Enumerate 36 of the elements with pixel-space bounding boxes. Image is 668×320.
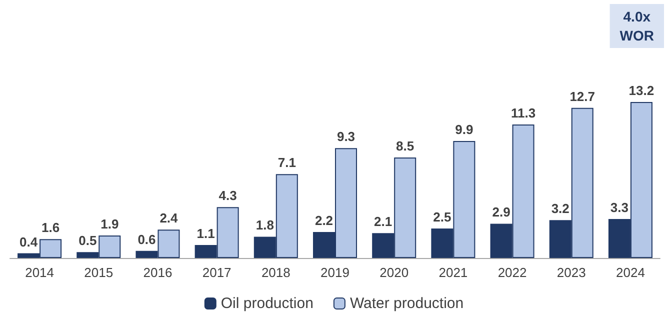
data-label: 0.6 [138,232,156,247]
data-label: 1.6 [42,220,60,236]
data-label: 1.8 [256,218,274,233]
x-tick-label: 2017 [202,265,232,280]
text: 4.0x WOR [620,8,654,44]
data-label: 2.5 [433,209,452,224]
data-label: 9.9 [455,122,474,137]
x-tick-label: 2018 [261,265,290,280]
x-tick-label: 2022 [498,265,527,280]
data-label: 0.4 [20,234,38,250]
x-tick-label: 2014 [25,265,54,280]
data-label: 1.9 [100,216,119,232]
data-label: 2.1 [374,214,392,230]
data-label: 12.7 [570,88,596,104]
data-label: 0.5 [78,233,97,248]
data-label: 2.9 [492,204,510,220]
data-label: 4.3 [218,188,237,204]
data-label: 3.2 [551,201,570,216]
x-tick-label: 2015 [84,265,114,280]
data-label: 1.1 [196,226,215,241]
x-tick-label: 2016 [143,265,172,280]
x-tick-label: 2020 [380,265,409,280]
x-tick-label: 2019 [320,265,350,280]
data-label: 8.5 [396,138,414,154]
x-tick-label: 2021 [438,265,468,280]
data-label: 13.2 [628,83,654,98]
x-tick-label: 2023 [556,265,586,280]
data-label: 2.2 [314,213,334,228]
x-tick-label: 2024 [616,265,645,280]
legend-label: Water production [350,295,464,312]
data-label: 2.4 [160,210,179,226]
data-label: 3.3 [610,200,628,215]
data-label: 7.1 [278,155,296,170]
data-label: 9.3 [336,129,356,144]
legend-label: Oil production [220,295,314,312]
data-label: 11.3 [510,105,536,120]
